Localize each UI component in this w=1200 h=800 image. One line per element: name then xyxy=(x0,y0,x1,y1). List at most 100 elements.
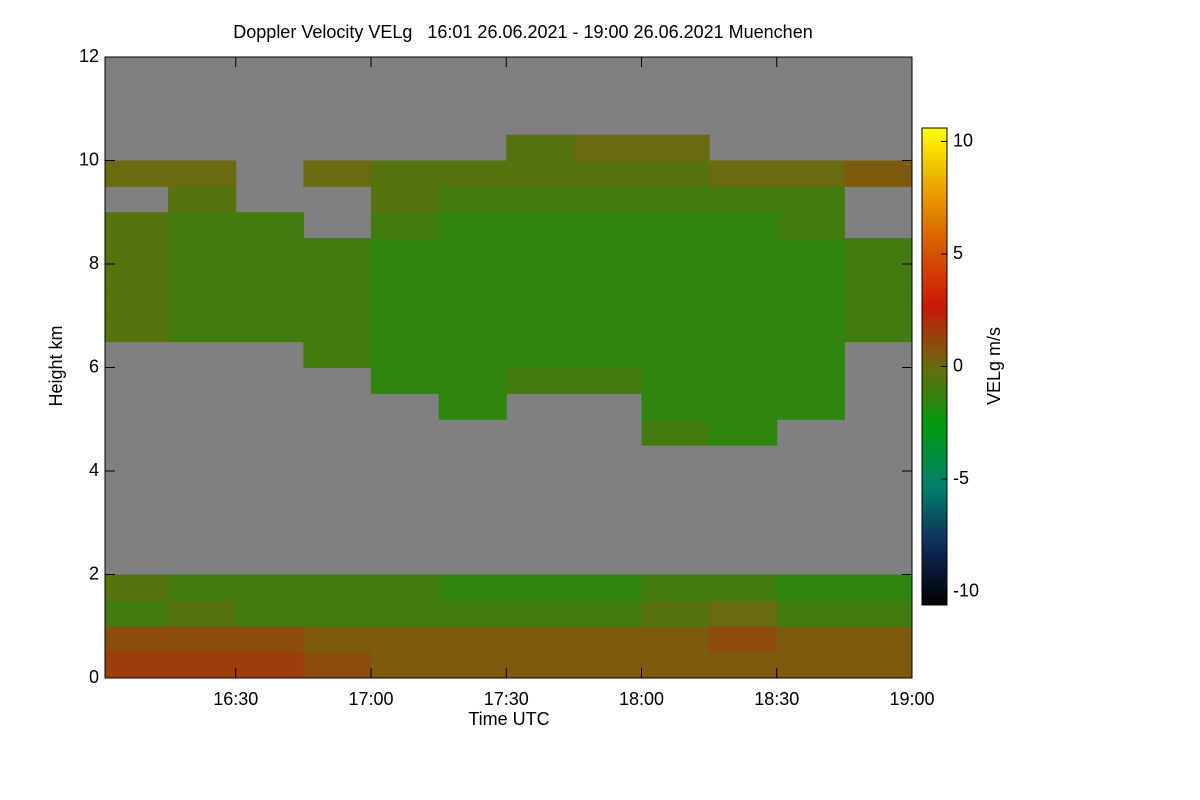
cell xyxy=(438,160,507,187)
cell xyxy=(438,315,507,343)
cell xyxy=(776,574,845,601)
cell xyxy=(709,160,778,187)
cell xyxy=(641,264,710,291)
cell xyxy=(641,341,710,368)
cell xyxy=(105,264,169,291)
cell xyxy=(776,264,845,291)
x-axis-label: Time UTC xyxy=(468,709,549,729)
x-tick-label: 19:00 xyxy=(889,689,934,709)
chart-title: Doppler Velocity VELg 16:01 26.06.2021 -… xyxy=(233,22,812,42)
cell xyxy=(438,367,507,394)
colorbar-tick-label: -5 xyxy=(953,468,969,488)
cell xyxy=(709,264,778,291)
cell xyxy=(776,600,845,627)
cell xyxy=(641,238,710,265)
cell xyxy=(370,212,440,239)
cell xyxy=(235,264,304,291)
cell xyxy=(168,212,237,239)
cell xyxy=(641,574,710,601)
cell xyxy=(438,626,507,653)
cell xyxy=(105,600,169,627)
cell xyxy=(438,393,507,420)
cell xyxy=(573,238,642,265)
cell xyxy=(303,600,372,627)
cell xyxy=(168,289,237,317)
cell xyxy=(844,160,912,187)
cell xyxy=(370,574,440,601)
cell xyxy=(105,289,169,317)
cell xyxy=(506,600,575,627)
cell xyxy=(235,212,304,239)
cell xyxy=(168,160,237,187)
cell xyxy=(709,186,778,213)
y-tick-label: 0 xyxy=(89,667,99,687)
cell xyxy=(105,574,169,601)
cell xyxy=(776,238,845,265)
cell xyxy=(506,186,575,213)
cell xyxy=(105,652,169,678)
cell xyxy=(370,186,440,213)
cell xyxy=(573,652,642,678)
cell xyxy=(709,419,778,446)
cell xyxy=(573,160,642,187)
cell xyxy=(709,600,778,627)
cell xyxy=(235,574,304,601)
cell xyxy=(709,289,778,317)
cell xyxy=(370,160,440,187)
cell xyxy=(776,289,845,317)
cell xyxy=(168,574,237,601)
cell xyxy=(438,186,507,213)
cell xyxy=(641,212,710,239)
y-tick-label: 6 xyxy=(89,356,99,376)
cell xyxy=(168,626,237,653)
cell xyxy=(235,315,304,343)
x-tick-label: 16:30 xyxy=(213,689,258,709)
x-tick-label: 18:30 xyxy=(754,689,799,709)
cell xyxy=(709,315,778,343)
cell xyxy=(641,600,710,627)
cell xyxy=(370,367,440,394)
y-tick-label: 4 xyxy=(89,460,99,480)
cell xyxy=(641,186,710,213)
cell xyxy=(776,393,845,420)
cell xyxy=(303,315,372,343)
cell xyxy=(438,600,507,627)
cell xyxy=(303,341,372,368)
cell xyxy=(844,238,912,265)
cell xyxy=(105,212,169,239)
y-tick-label: 12 xyxy=(79,46,99,66)
cell xyxy=(303,574,372,601)
cell xyxy=(370,341,440,368)
cell xyxy=(168,238,237,265)
heatmap-cells xyxy=(105,134,912,678)
cell xyxy=(844,626,912,653)
cell xyxy=(573,264,642,291)
cell xyxy=(438,341,507,368)
colorbar-tick-label: -10 xyxy=(953,580,979,600)
cell xyxy=(168,600,237,627)
cell xyxy=(303,289,372,317)
cell xyxy=(506,160,575,187)
cell xyxy=(506,134,575,161)
cell xyxy=(303,626,372,653)
cell xyxy=(641,626,710,653)
colorbar-tick-label: 5 xyxy=(953,243,963,263)
cell xyxy=(235,600,304,627)
cell xyxy=(506,264,575,291)
cell xyxy=(506,626,575,653)
cell xyxy=(573,341,642,368)
cell xyxy=(105,315,169,343)
cell xyxy=(370,238,440,265)
cell xyxy=(506,341,575,368)
cell xyxy=(235,652,304,678)
cell xyxy=(168,652,237,678)
cell xyxy=(438,574,507,601)
x-tick-label: 17:30 xyxy=(484,689,529,709)
cell xyxy=(776,212,845,239)
cell xyxy=(776,367,845,394)
cell xyxy=(709,238,778,265)
cell xyxy=(641,289,710,317)
y-tick-label: 10 xyxy=(79,149,99,169)
cell xyxy=(776,341,845,368)
